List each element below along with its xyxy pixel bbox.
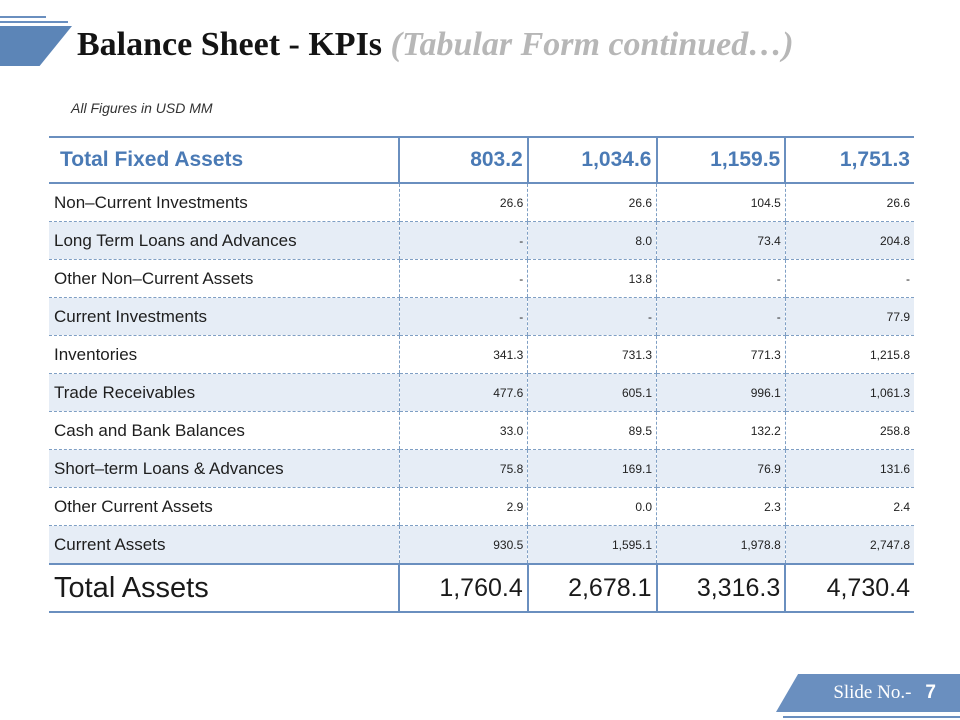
row-label: Current Assets bbox=[49, 525, 399, 565]
row-label: Other Non–Current Assets bbox=[49, 259, 399, 298]
table-row: Long Term Loans and Advances -8.0 73.4 204.… bbox=[49, 221, 914, 260]
total-value: 2,678.1 bbox=[526, 563, 657, 613]
row-value: 131.6 bbox=[784, 449, 914, 488]
table-row: Other Current Assets 2.9 0.0 2.3 2.4 bbox=[49, 487, 914, 526]
row-label: Non–Current Investments bbox=[49, 182, 399, 222]
row-value: 1,215.8 bbox=[784, 335, 914, 374]
row-value: 341.3 bbox=[398, 335, 528, 374]
row-label: Cash and Bank Balances bbox=[49, 411, 399, 450]
row-value: 77.9 bbox=[784, 297, 914, 336]
row-value: 731.3 bbox=[527, 335, 657, 374]
row-value: 1,061.3 bbox=[784, 373, 914, 412]
row-value: 89.5 bbox=[527, 411, 657, 450]
table-row: Inventories 341.3 731.3 771.3 1,215.8 bbox=[49, 335, 914, 374]
row-value: 26.6 bbox=[398, 182, 528, 222]
footer-line bbox=[783, 716, 960, 718]
accent-line bbox=[0, 21, 68, 23]
row-label: Trade Receivables bbox=[49, 373, 399, 412]
row-value: - bbox=[527, 297, 657, 336]
row-value: - bbox=[784, 259, 914, 298]
row-value: 73.4 bbox=[656, 221, 786, 260]
row-value: - bbox=[656, 297, 786, 336]
row-value: 2,747.8 bbox=[784, 525, 914, 565]
row-value: 8.0 bbox=[527, 221, 657, 260]
table-row: Current Assets 930.5 1,595.1 1,978.8 2,747.8 bbox=[49, 525, 914, 565]
slide-number-label: Slide No.- bbox=[833, 682, 912, 703]
table-row: Current Investments - - -77.9 bbox=[49, 297, 914, 336]
row-value: 1,978.8 bbox=[656, 525, 786, 565]
total-label: Total Assets bbox=[49, 563, 399, 613]
accent-line bbox=[0, 16, 46, 18]
header-value: 1,034.6 bbox=[526, 136, 657, 184]
table-row: Short–term Loans & Advances 75.8 169.1 76.9… bbox=[49, 449, 914, 488]
row-label: Short–term Loans & Advances bbox=[49, 449, 399, 488]
row-value: 0.0 bbox=[527, 487, 657, 526]
row-label: Long Term Loans and Advances bbox=[49, 221, 399, 260]
table-body: Total Fixed Assets 803.2 1,034.6 1,159.5… bbox=[49, 136, 914, 613]
balance-sheet-table: Total Fixed Assets 803.2 1,034.6 1,159.5… bbox=[49, 136, 914, 613]
slide-number: 7 bbox=[925, 682, 936, 703]
header-value: 1,159.5 bbox=[655, 136, 786, 184]
row-value: 930.5 bbox=[398, 525, 528, 565]
row-value: 2.4 bbox=[784, 487, 914, 526]
row-value: 13.8 bbox=[527, 259, 657, 298]
row-value: 104.5 bbox=[656, 182, 786, 222]
header-value: 803.2 bbox=[398, 136, 528, 184]
figures-note: All Figures in USD MM bbox=[71, 100, 213, 116]
row-value: 477.6 bbox=[398, 373, 528, 412]
row-value: 2.3 bbox=[656, 487, 786, 526]
table-row: Trade Receivables 477.6 605.1 996.1 1,061.3 bbox=[49, 373, 914, 412]
row-value: 26.6 bbox=[784, 182, 914, 222]
row-value: 771.3 bbox=[656, 335, 786, 374]
header-accent-shape bbox=[0, 26, 72, 66]
title-main: Balance Sheet - KPIs bbox=[77, 26, 383, 63]
header-accent-lines bbox=[0, 16, 76, 23]
page-title: Balance Sheet - KPIs (Tabular Form conti… bbox=[77, 26, 794, 64]
table-row: Other Non–Current Assets -13.8- - bbox=[49, 259, 914, 298]
row-value: 132.2 bbox=[656, 411, 786, 450]
row-label: Current Investments bbox=[49, 297, 399, 336]
row-value: 605.1 bbox=[527, 373, 657, 412]
row-value: 33.0 bbox=[398, 411, 528, 450]
row-value: 204.8 bbox=[784, 221, 914, 260]
row-value: 75.8 bbox=[398, 449, 528, 488]
table-header-row: Total Fixed Assets 803.2 1,034.6 1,159.5… bbox=[49, 136, 914, 184]
row-label: Inventories bbox=[49, 335, 399, 374]
row-value: 76.9 bbox=[656, 449, 786, 488]
total-row: Total Assets 1,760.4 2,678.1 3,316.3 4,730.4 bbox=[49, 563, 914, 613]
row-value: 258.8 bbox=[784, 411, 914, 450]
total-value: 1,760.4 bbox=[398, 563, 528, 613]
row-value: - bbox=[656, 259, 786, 298]
table-row: Non–Current Investments 26.6 26.6 104.5 26.6 bbox=[49, 182, 914, 222]
row-label: Other Current Assets bbox=[49, 487, 399, 526]
header-value: 1,751.3 bbox=[784, 136, 914, 184]
header-label: Total Fixed Assets bbox=[49, 136, 399, 184]
table-row: Cash and Bank Balances 33.0 89.5 132.2 258.8 bbox=[49, 411, 914, 450]
row-value: 2.9 bbox=[398, 487, 528, 526]
total-value: 4,730.4 bbox=[784, 563, 914, 613]
row-value: 1,595.1 bbox=[527, 525, 657, 565]
total-value: 3,316.3 bbox=[655, 563, 786, 613]
slide-number-badge: Slide No.- 7 bbox=[776, 674, 960, 712]
title-subtitle: (Tabular Form continued…) bbox=[390, 26, 794, 63]
row-value: 26.6 bbox=[527, 182, 657, 222]
row-value: 169.1 bbox=[527, 449, 657, 488]
row-value: - bbox=[398, 221, 528, 260]
row-value: - bbox=[398, 259, 528, 298]
row-value: 996.1 bbox=[656, 373, 786, 412]
row-value: - bbox=[398, 297, 528, 336]
